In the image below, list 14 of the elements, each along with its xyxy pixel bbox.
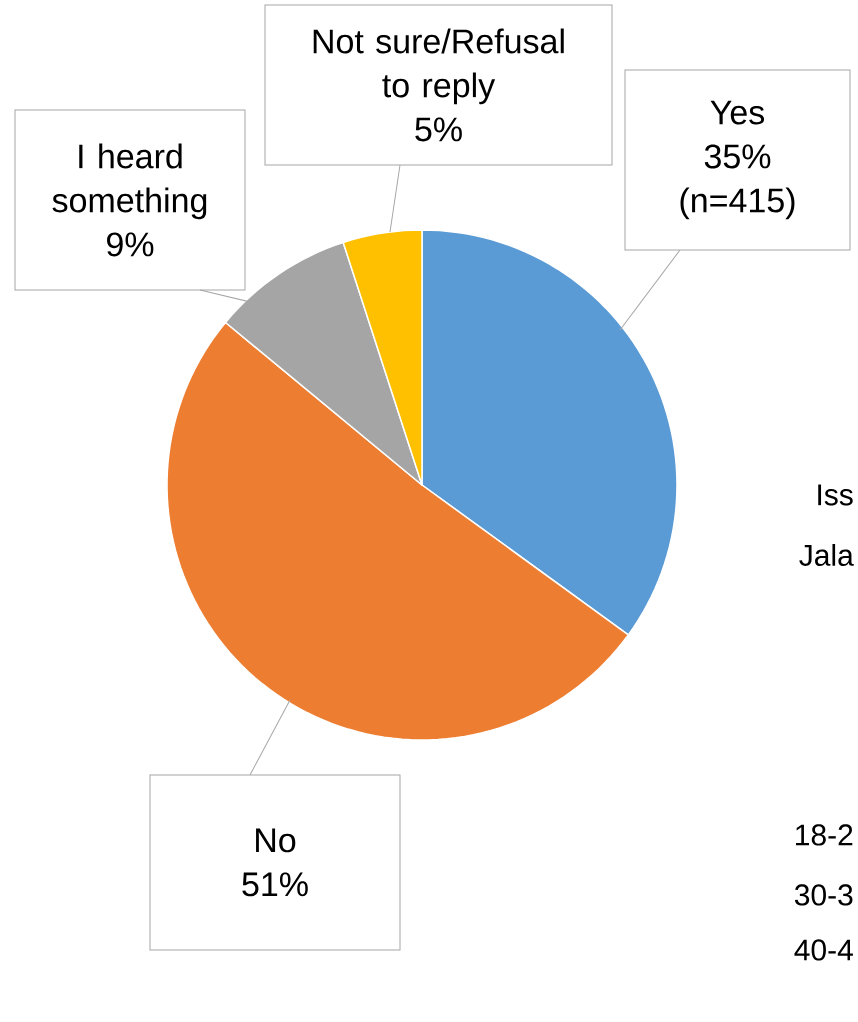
text: 40-4 — [794, 939, 853, 961]
slice-label: I heard something — [52, 143, 207, 220]
slice-label: No — [256, 828, 296, 853]
data-label: 51% — [242, 872, 308, 897]
text: 30-3 — [794, 884, 853, 906]
text: Iss — [818, 484, 853, 506]
text: Jala — [799, 543, 854, 567]
data-label: 9% — [107, 232, 154, 257]
text: (n=415) — [680, 187, 795, 220]
text: 18-2 — [796, 824, 853, 846]
data-label: 35% — [704, 144, 771, 169]
data-label: 5% — [415, 117, 462, 142]
slice-label: Yes — [710, 100, 765, 125]
slice-label: Not sure/Refusal to reply — [313, 28, 564, 105]
